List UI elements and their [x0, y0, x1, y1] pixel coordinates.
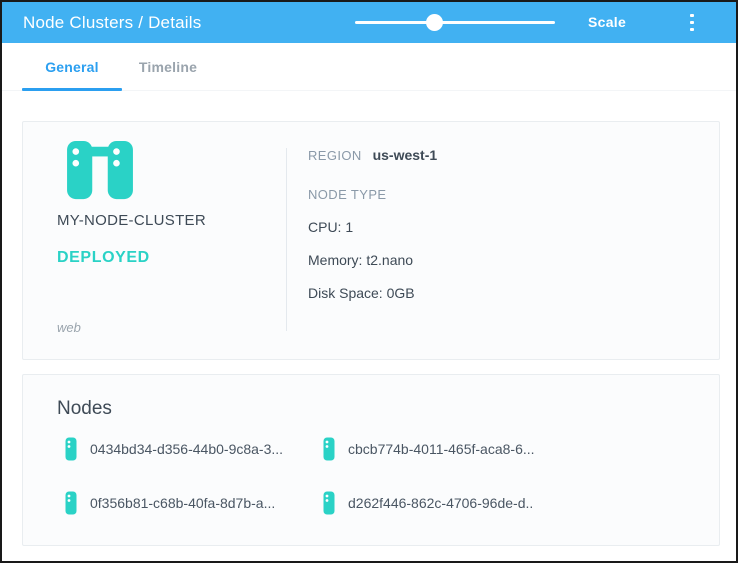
nodes-section-title: Nodes: [57, 398, 112, 419]
server-cluster-icon: [63, 139, 137, 206]
scale-slider[interactable]: [355, 2, 555, 43]
cluster-name: MY-NODE-CLUSTER: [57, 212, 206, 229]
nodes-card: Nodes 0434bd34-d356-44b0-9c8a-3... cbcb7…: [22, 374, 720, 546]
node-id: d262f446-862c-4706-96de-d..: [348, 495, 534, 511]
slider-track[interactable]: [355, 21, 555, 24]
server-node-icon: [323, 437, 335, 461]
region-row: REGION us-west-1: [308, 147, 437, 163]
server-node-icon: [65, 437, 77, 461]
node-id: cbcb774b-4011-465f-aca8-6...: [348, 441, 535, 457]
region-label: REGION: [308, 148, 362, 163]
tab-timeline[interactable]: Timeline: [122, 43, 214, 91]
node-type-label: NODE TYPE: [308, 187, 387, 202]
kebab-menu-icon[interactable]: [678, 2, 706, 43]
page-title: Node Clusters / Details: [23, 13, 202, 32]
scale-label[interactable]: Scale: [588, 14, 627, 30]
node-list-item[interactable]: d262f446-862c-4706-96de-d..: [323, 489, 533, 517]
tab-general-label: General: [45, 59, 99, 75]
node-list-item[interactable]: 0434bd34-d356-44b0-9c8a-3...: [65, 435, 283, 463]
cluster-details-card: MY-NODE-CLUSTER DEPLOYED web REGION us-w…: [22, 121, 720, 360]
disk-space-value: Disk Space: 0GB: [308, 285, 415, 301]
active-tab-underline: [22, 88, 122, 91]
cluster-status-badge: DEPLOYED: [57, 249, 150, 266]
tab-bar: General Timeline: [2, 43, 736, 91]
tab-general[interactable]: General: [22, 43, 122, 91]
node-id: 0f356b81-c68b-40fa-8d7b-a...: [90, 495, 276, 511]
vertical-divider: [286, 148, 287, 331]
node-id: 0434bd34-d356-44b0-9c8a-3...: [90, 441, 284, 457]
node-list-item[interactable]: cbcb774b-4011-465f-aca8-6...: [323, 435, 535, 463]
cpu-value: CPU: 1: [308, 219, 354, 235]
slider-thumb[interactable]: [426, 14, 443, 31]
tab-timeline-label: Timeline: [138, 59, 198, 75]
server-node-icon: [323, 491, 335, 515]
region-value: us-west-1: [372, 147, 438, 163]
cluster-type-label: web: [57, 320, 81, 335]
memory-value: Memory: t2.nano: [308, 252, 414, 268]
app-header: Node Clusters / Details Scale: [2, 2, 736, 43]
node-list-item[interactable]: 0f356b81-c68b-40fa-8d7b-a...: [65, 489, 275, 517]
server-node-icon: [65, 491, 77, 515]
